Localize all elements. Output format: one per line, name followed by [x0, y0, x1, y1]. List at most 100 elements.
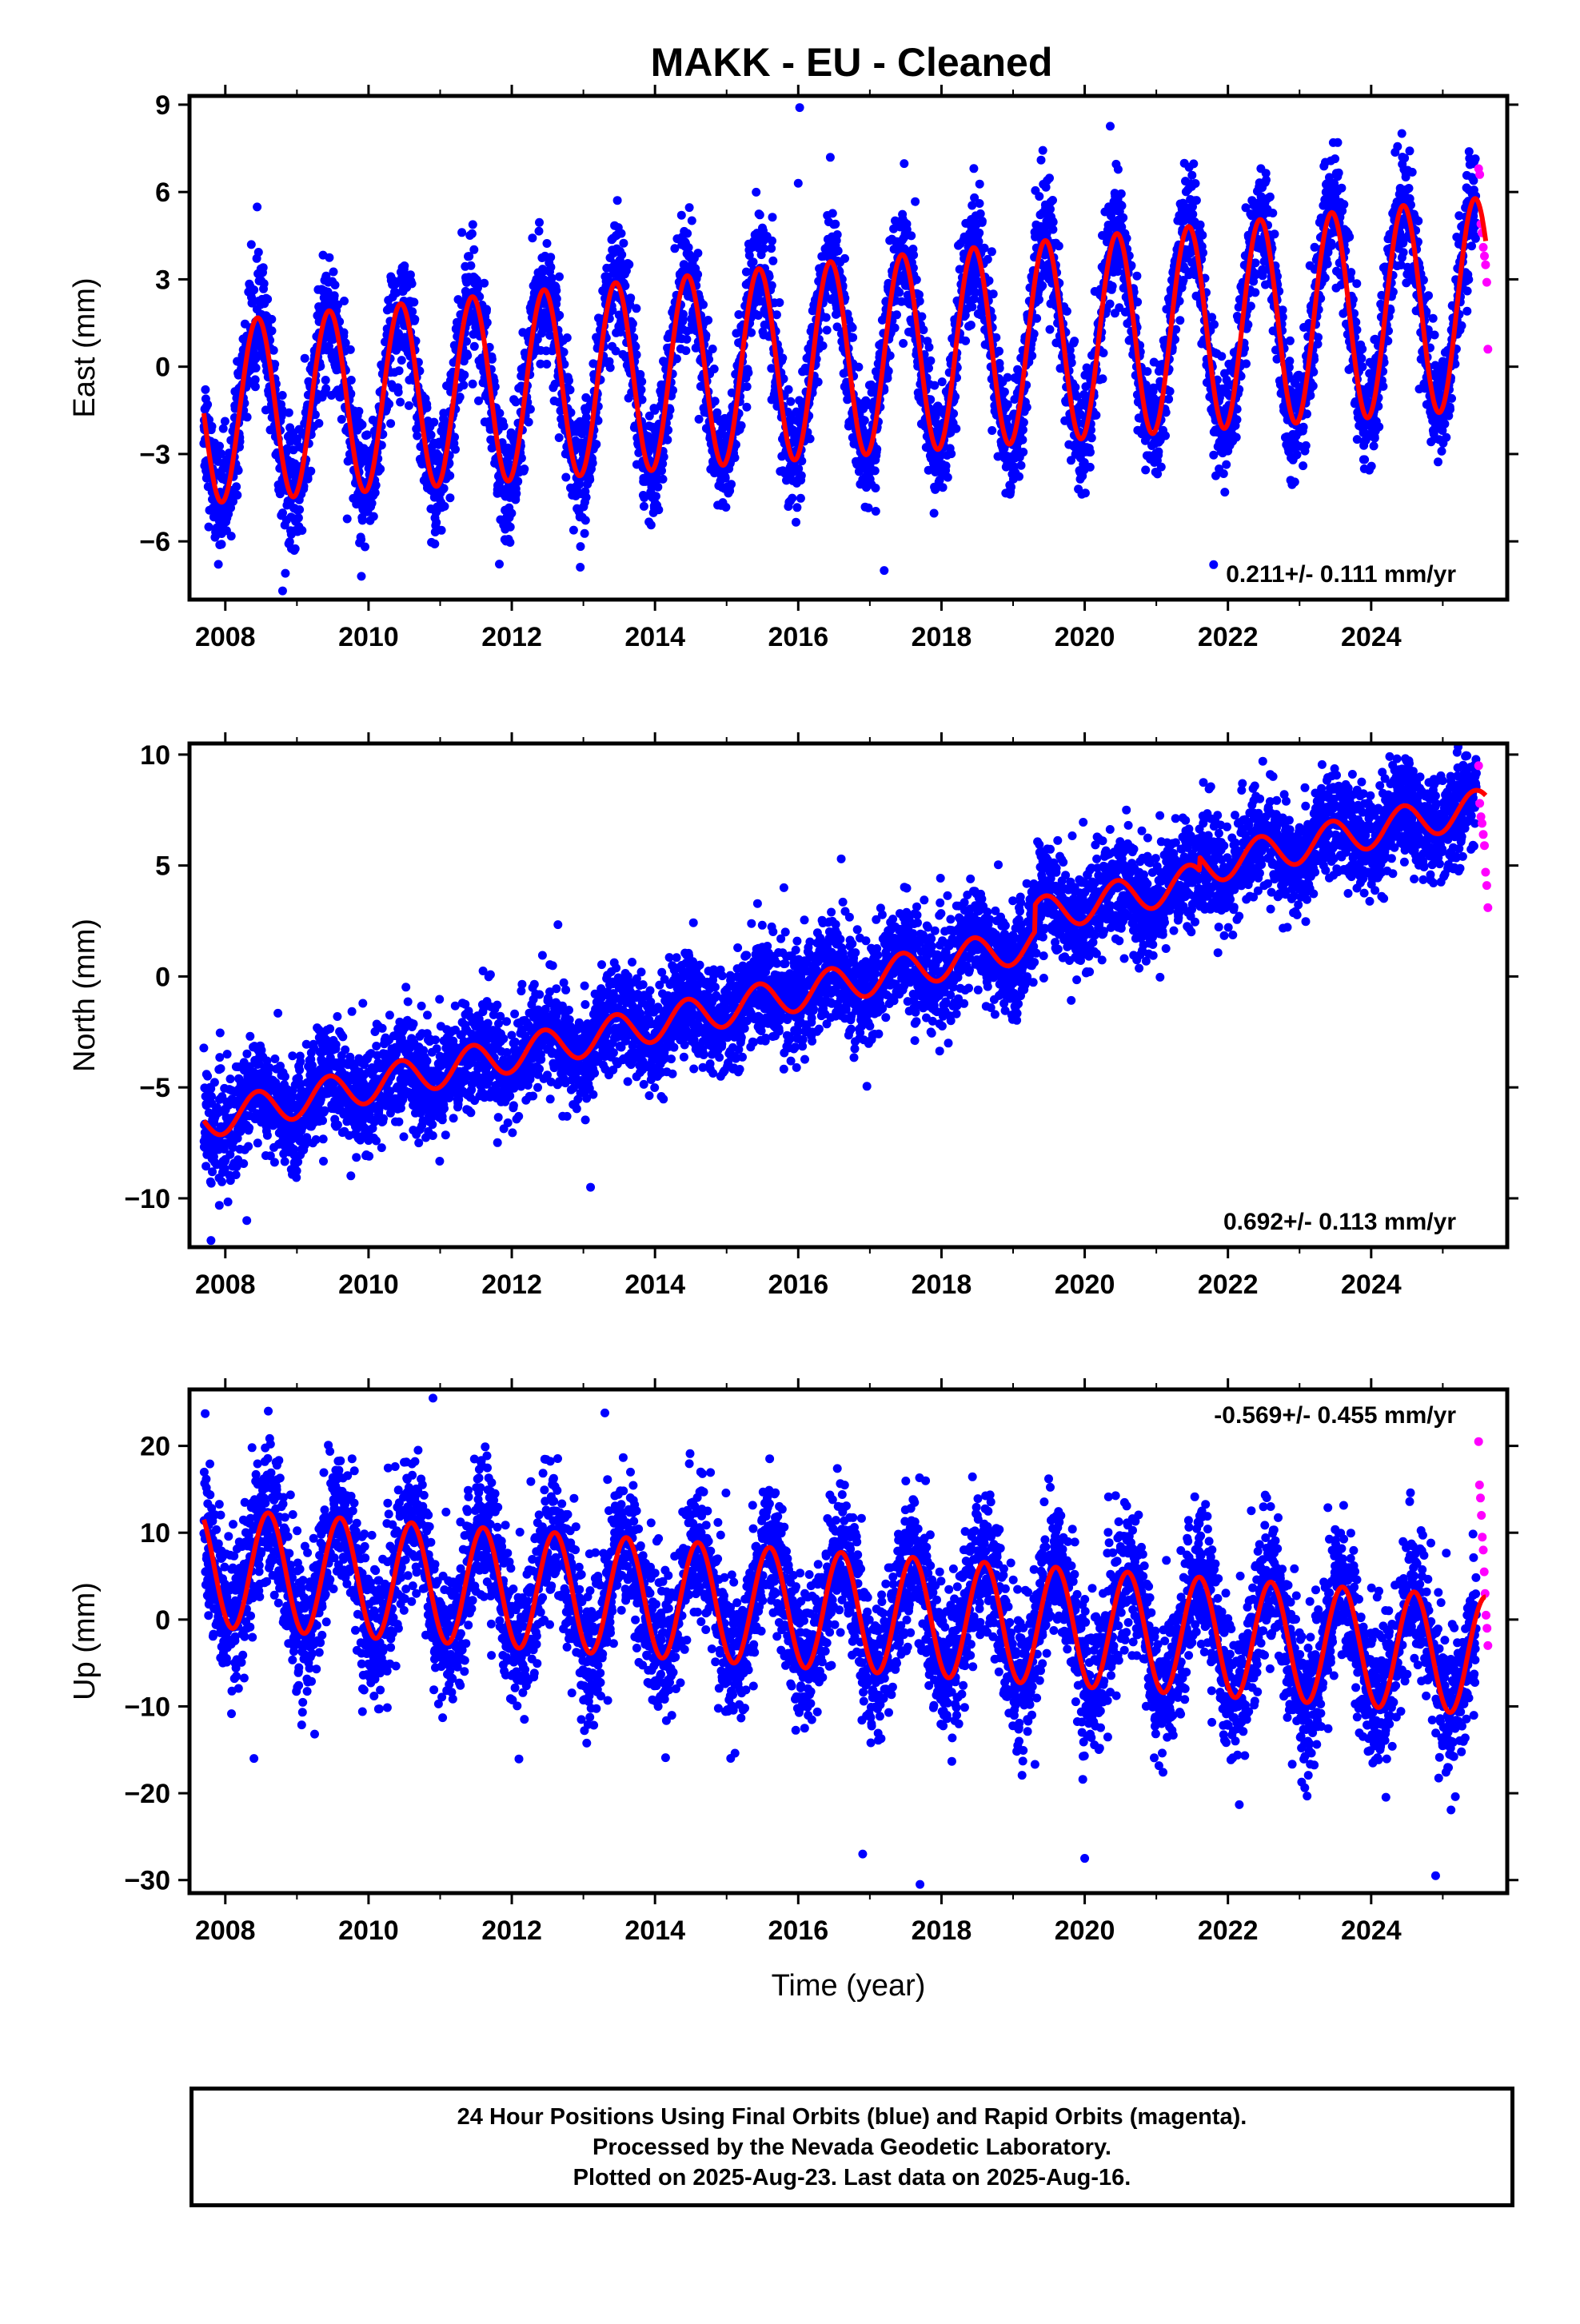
final-orbit-point [321, 376, 330, 385]
final-orbit-point [385, 400, 393, 409]
final-orbit-point [1091, 411, 1100, 420]
final-orbit-point [944, 473, 952, 482]
final-orbit-point [1063, 307, 1071, 316]
final-orbit-point [925, 343, 934, 352]
final-orbit-point [1132, 272, 1141, 281]
final-orbit-point [727, 480, 736, 488]
final-orbit-point [1017, 461, 1026, 470]
final-orbit-point [346, 345, 355, 354]
final-orbit-point [1087, 433, 1096, 442]
final-orbit-point [347, 376, 356, 385]
final-orbit-point [1023, 403, 1031, 412]
final-orbit-point [704, 316, 712, 325]
final-orbit-point [361, 543, 369, 552]
final-orbit-point [215, 442, 224, 451]
final-orbit-point [1192, 196, 1201, 205]
final-orbit-point [978, 217, 987, 225]
final-orbit-point [685, 203, 694, 212]
final-orbit-point [329, 268, 338, 277]
final-orbit-point [930, 509, 939, 518]
final-orbit-point [647, 520, 656, 529]
final-orbit-point [624, 260, 633, 269]
final-orbit-point [860, 416, 869, 425]
final-orbit-point [1217, 352, 1226, 361]
final-orbit-point [268, 326, 277, 335]
final-orbit-point [291, 544, 300, 553]
final-orbit-point [752, 188, 760, 197]
final-orbit-point [984, 255, 992, 264]
final-orbit-point [340, 297, 349, 305]
final-orbit-point [260, 279, 269, 288]
final-orbit-point [819, 341, 828, 350]
final-orbit-point [400, 261, 409, 270]
final-orbit-point [926, 357, 935, 365]
final-orbit-point [252, 364, 261, 373]
final-orbit-point [1007, 483, 1015, 492]
final-orbit-point [872, 484, 880, 492]
final-orbit-point [429, 418, 438, 427]
final-orbit-point [295, 505, 304, 514]
final-orbit-point [895, 288, 904, 297]
final-orbit-point [952, 425, 960, 433]
final-orbit-point [267, 315, 276, 324]
final-orbit-point [788, 494, 796, 503]
final-orbit-point [581, 529, 589, 538]
final-orbit-point [1143, 367, 1151, 376]
figure-title: MAKK - EU - Cleaned [651, 40, 1053, 85]
final-orbit-point [628, 319, 637, 328]
final-orbit-point [988, 426, 996, 435]
final-orbit-point [995, 347, 1003, 356]
final-orbit-point [682, 335, 691, 344]
final-orbit-point [710, 365, 719, 373]
final-orbit-point [976, 199, 984, 208]
final-orbit-point [254, 248, 263, 257]
final-orbit-point [1038, 281, 1047, 290]
final-orbit-point [1035, 192, 1043, 201]
final-orbit-point [469, 220, 477, 229]
final-orbit-point [214, 560, 223, 568]
final-orbit-point [828, 209, 837, 217]
final-orbit-point [1046, 325, 1055, 334]
final-orbit-point [792, 518, 800, 527]
final-orbit-point [343, 515, 352, 524]
final-orbit-point [409, 298, 418, 307]
final-orbit-point [340, 329, 349, 337]
final-orbit-point [939, 483, 948, 492]
final-orbit-point [1164, 395, 1173, 404]
final-orbit-point [278, 391, 287, 400]
final-orbit-point [512, 489, 521, 498]
final-orbit-point [664, 426, 672, 435]
final-orbit-point [451, 445, 460, 454]
final-orbit-point [1019, 425, 1027, 434]
final-orbit-point [592, 440, 600, 448]
final-orbit-point [408, 307, 417, 316]
final-orbit-point [768, 213, 777, 221]
final-orbit-point [924, 364, 933, 373]
final-orbit-point [251, 382, 260, 391]
final-orbit-point [708, 345, 717, 353]
final-orbit-point [975, 229, 984, 237]
final-orbit-point [854, 363, 863, 372]
final-orbit-point [1081, 488, 1090, 497]
final-orbit-point [330, 291, 339, 300]
final-orbit-point [891, 324, 900, 333]
final-orbit-point [1055, 241, 1063, 250]
final-orbit-point [792, 503, 801, 512]
final-orbit-point [976, 209, 985, 218]
final-orbit-point [976, 180, 984, 189]
final-orbit-point [886, 351, 895, 360]
final-orbit-point [297, 526, 306, 535]
final-orbit-point [576, 563, 585, 572]
final-orbit-point [784, 385, 793, 394]
final-orbit-point [967, 321, 976, 329]
final-orbit-point [1048, 196, 1057, 205]
final-orbit-point [430, 540, 439, 548]
final-orbit-point [285, 409, 293, 417]
final-orbit-point [693, 270, 702, 279]
final-orbit-point [1251, 288, 1259, 297]
final-orbit-point [919, 325, 928, 334]
final-orbit-point [247, 240, 256, 249]
final-orbit-point [542, 360, 551, 369]
final-orbit-point [507, 509, 516, 518]
final-orbit-point [304, 475, 313, 484]
